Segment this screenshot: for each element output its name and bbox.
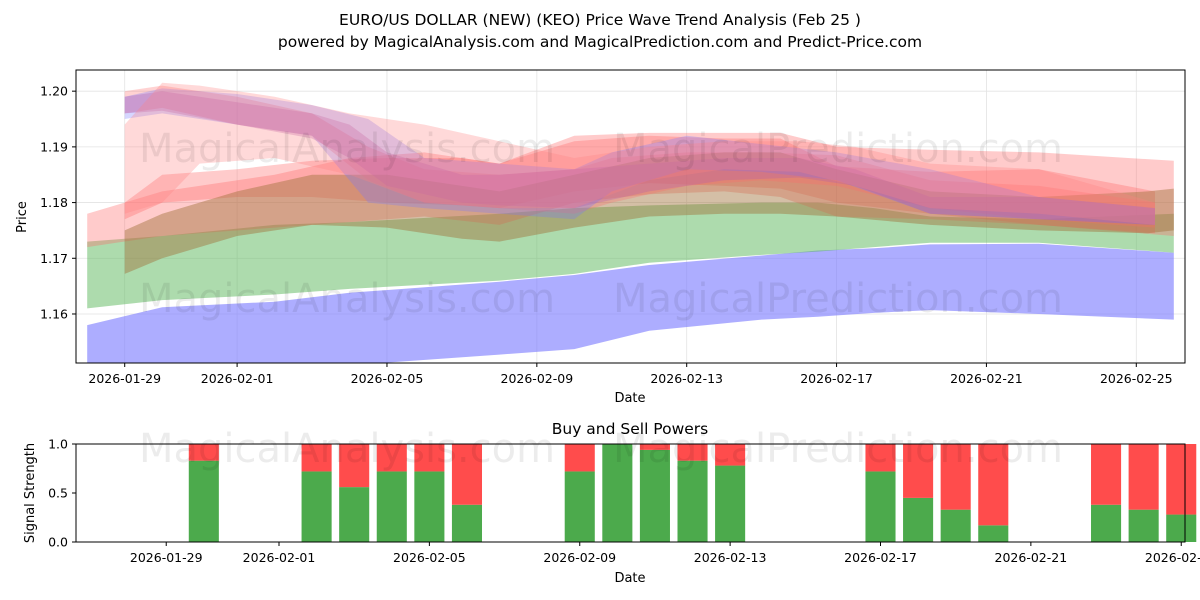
red-band-3 [124, 85, 1156, 228]
buy-bar [940, 509, 971, 542]
price-y-tick-label: 1.20 [40, 84, 68, 99]
bar-x-tick-label: 2026-01-29 [130, 550, 203, 565]
price-x-tick-label: 2026-02-09 [501, 371, 574, 386]
buy-bar [451, 504, 483, 542]
sell-bar [715, 444, 746, 466]
bar-chart-title: Buy and Sell Powers [552, 420, 709, 438]
bar-y-label: Signal Strength [23, 443, 38, 543]
price-x-axis: 2026-01-29 2026-02-01 2026-02-05 2026-02-09… [88, 363, 1173, 386]
buy-bar [414, 471, 445, 542]
bar-x-tick-label: 2026-02-09 [543, 550, 616, 565]
bar-x-tick-label: 2026-02-25 [1145, 550, 1200, 565]
buy-sell-powers-chart: Buy and Sell Powers MagicalAnalysis.com … [23, 420, 1200, 586]
buy-bar [339, 487, 370, 542]
sell-bar [301, 444, 332, 472]
price-y-label: Price [15, 201, 30, 233]
green-band [87, 202, 1174, 309]
price-y-tick-label: 1.18 [40, 195, 68, 210]
price-x-tick-label: 2026-02-25 [1100, 371, 1173, 386]
watermark-analysis-mid: MagicalAnalysis.com [139, 276, 555, 322]
price-y-tick-label: 1.17 [40, 251, 68, 266]
sell-bar [376, 444, 407, 472]
chart-title: EURO/US DOLLAR (NEW) (KEO) Price Wave Tr… [339, 11, 861, 29]
price-axes-frame [75, 69, 1186, 364]
bar-x-tick-label: 2026-02-13 [694, 550, 767, 565]
bar-x-tick-label: 2026-02-21 [995, 550, 1068, 565]
price-y-axis: 1.16 1.17 1.18 1.19 1.20 [40, 84, 76, 321]
price-y-tick-label: 1.16 [40, 306, 68, 321]
sell-bar [339, 444, 370, 488]
sell-bar [1128, 444, 1159, 510]
sell-bar [978, 444, 1009, 526]
sell-bar [639, 444, 670, 450]
chart-subtitle: powered by MagicalAnalysis.com and Magic… [278, 33, 922, 51]
bar-y-tick-label: 0.5 [48, 486, 68, 501]
bar-x-tick-label: 2026-02-17 [844, 550, 917, 565]
bar-y-tick-label: 0.0 [48, 535, 68, 550]
sell-bar [940, 444, 971, 510]
buy-sell-bars [188, 444, 1197, 542]
buy-bar [376, 471, 407, 542]
watermark-analysis-bottom: MagicalAnalysis.com [139, 426, 555, 472]
red-band-2 [124, 135, 1156, 234]
price-x-label: Date [614, 391, 645, 406]
blue-wave-band [124, 88, 1156, 225]
price-x-tick-label: 2026-01-29 [88, 371, 161, 386]
bar-x-label: Date [614, 571, 645, 586]
bar-y-axis: 0.0 0.5 1.0 [48, 437, 76, 550]
buy-bar [188, 460, 219, 542]
buy-bar [1166, 514, 1197, 542]
sell-bar [1166, 444, 1197, 515]
buy-bar [865, 471, 896, 542]
watermark-prediction-bottom: MagicalPrediction.com [613, 426, 1063, 472]
buy-bar [1091, 504, 1122, 542]
watermark-prediction-mid: MagicalPrediction.com [613, 276, 1063, 322]
purple-wave-band [124, 91, 1156, 225]
buy-bar [677, 460, 708, 542]
sell-bar [903, 444, 934, 498]
sell-bar [451, 444, 483, 505]
sell-bar [414, 444, 445, 472]
brown-band [124, 152, 1174, 274]
sell-bar [188, 444, 219, 461]
price-x-tick-label: 2026-02-01 [201, 371, 274, 386]
price-x-tick-label: 2026-02-05 [351, 371, 424, 386]
red-band-1 [87, 132, 1174, 248]
sell-bar [1091, 444, 1122, 505]
bar-x-tick-label: 2026-02-01 [243, 550, 316, 565]
watermark-prediction-top: MagicalPrediction.com [613, 126, 1063, 172]
buy-bar [903, 497, 934, 542]
red-top-band [124, 82, 1156, 225]
buy-bar [978, 525, 1009, 542]
bar-y-tick-label: 1.0 [48, 437, 68, 452]
buy-bar [1128, 509, 1159, 542]
price-bands [87, 82, 1174, 363]
sell-bar [564, 444, 595, 472]
price-x-tick-label: 2026-02-17 [800, 371, 873, 386]
sell-bar [677, 444, 708, 461]
buy-bar [639, 449, 670, 542]
watermark-analysis-top: MagicalAnalysis.com [139, 126, 555, 172]
bar-x-tick-label: 2026-02-05 [393, 550, 466, 565]
bar-x-axis: 2026-01-29 2026-02-01 2026-02-05 2026-02-09… [130, 542, 1200, 565]
price-x-tick-label: 2026-02-13 [650, 371, 723, 386]
blue-lower-band [87, 243, 1174, 363]
price-x-tick-label: 2026-02-21 [950, 371, 1023, 386]
buy-bar [715, 465, 746, 542]
buy-bar [301, 471, 332, 542]
sell-bar [865, 444, 896, 472]
buy-bar [602, 444, 633, 542]
price-wave-chart: MagicalAnalysis.com MagicalPrediction.co… [15, 69, 1186, 406]
price-y-tick-label: 1.19 [40, 139, 68, 154]
buy-bar [564, 471, 595, 542]
